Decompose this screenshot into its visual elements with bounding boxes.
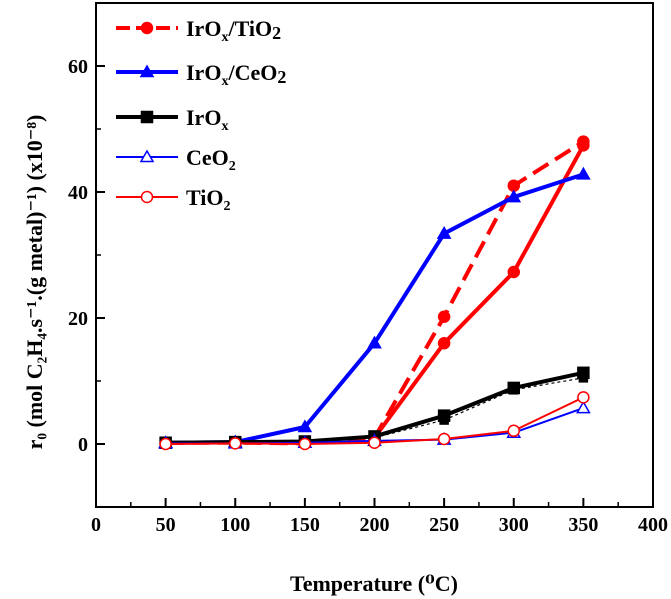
- data-point: [577, 139, 590, 152]
- x-tick-label: 200: [360, 514, 390, 536]
- series-group: [158, 135, 591, 451]
- data-point: [437, 432, 451, 446]
- axis-ticks: 0 50 100 150 200 250 300 350 400 0 20 40 60: [68, 2, 668, 536]
- x-tick-label: 100: [220, 514, 250, 536]
- series-irox-repeat: [369, 373, 589, 443]
- series-line: [372, 144, 586, 439]
- legend-label: CeO2: [186, 145, 236, 174]
- legend-label: IrOx/TiO2: [186, 16, 281, 45]
- x-tick-label: 0: [91, 514, 101, 536]
- data-point: [437, 336, 451, 350]
- x-axis-label: Temperature (⁰C): [290, 571, 458, 596]
- series-line: [165, 139, 585, 446]
- legend-item: IrOx/CeO2: [116, 60, 286, 89]
- data-point: [229, 437, 242, 450]
- x-tick-label: 400: [638, 514, 668, 536]
- data-point: [578, 373, 589, 383]
- data-point: [140, 110, 154, 124]
- y-tick-label: 0: [78, 434, 88, 456]
- series-irox-tio2: [159, 135, 590, 450]
- data-point: [139, 64, 155, 78]
- data-point: [367, 335, 382, 349]
- data-point: [437, 310, 451, 323]
- legend-item: IrOx/TiO2: [116, 16, 281, 45]
- data-point: [140, 21, 154, 35]
- series-tio2: [159, 391, 590, 451]
- x-tick-label: 250: [429, 514, 459, 536]
- data-point: [436, 226, 452, 239]
- legend: IrOx/TiO2 IrOx/CeO2 IrOx CeO2 TiO2: [116, 16, 286, 214]
- data-point: [577, 391, 590, 404]
- x-tick-label: 50: [156, 514, 176, 536]
- data-point: [507, 265, 520, 279]
- data-point: [159, 437, 172, 451]
- legend-item: CeO2: [116, 145, 236, 174]
- x-tick-label: 350: [568, 514, 598, 536]
- y-tick-label: 60: [68, 56, 88, 78]
- series-line: [165, 172, 584, 445]
- legend-label: IrOx: [186, 105, 228, 134]
- data-point: [576, 166, 591, 180]
- legend-item: TiO2: [116, 185, 231, 214]
- data-point: [509, 385, 519, 395]
- data-point: [368, 436, 381, 449]
- data-point: [298, 437, 312, 451]
- series-line: [374, 377, 584, 439]
- data-point: [576, 400, 591, 414]
- data-point: [506, 189, 522, 203]
- legend-item: IrOx: [116, 105, 228, 134]
- data-point: [507, 424, 520, 438]
- x-tick-label: 300: [499, 514, 529, 536]
- legend-label: IrOx/CeO2: [186, 60, 286, 89]
- y-tick-label: 20: [68, 308, 88, 330]
- data-point: [139, 149, 155, 163]
- y-tick-label: 40: [68, 182, 88, 204]
- x-tick-label: 150: [290, 514, 320, 536]
- data-point: [439, 415, 449, 425]
- y-axis-label: r₀ (mol C₂H₄.s⁻¹.(g metal)⁻¹) (x10⁻⁸): [22, 115, 47, 450]
- data-point: [140, 190, 154, 204]
- data-point: [297, 419, 313, 433]
- legend-label: TiO2: [186, 185, 231, 214]
